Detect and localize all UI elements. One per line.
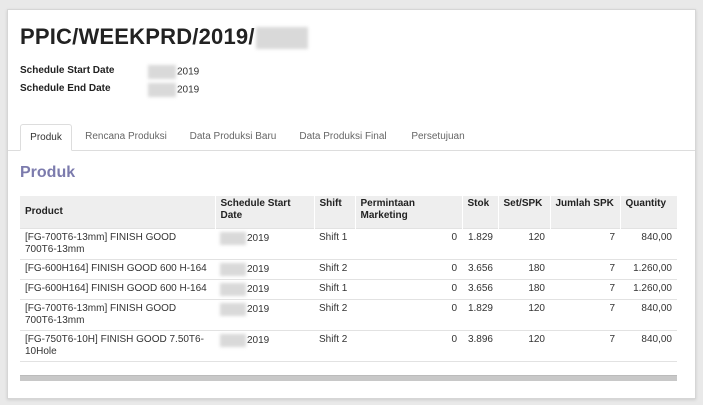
cell-jumlah-spk: 7 bbox=[550, 299, 620, 331]
table-row[interactable]: [FG-600H164] FINISH GOOD 600 H-164 2019 … bbox=[20, 258, 677, 280]
cell-product: [FG-600H164] FINISH GOOD 600 H-164 bbox=[20, 258, 215, 280]
cell-stok: 3.656 bbox=[462, 279, 498, 300]
schedule-end-label: Schedule End Date bbox=[20, 83, 111, 94]
cell-date-year: 2019 bbox=[247, 284, 270, 296]
table-header-row: Product Schedule Start Date Shift Permin… bbox=[20, 196, 678, 229]
cell-product: [FG-600H164] FINISH GOOD 600 H-164 bbox=[20, 279, 215, 300]
cell-quantity: 1.260,00 bbox=[620, 258, 677, 280]
cell-date-year: 2019 bbox=[247, 264, 270, 276]
table-row[interactable]: [FG-750T6-10H] FINISH GOOD 7.50T6-10Hole… bbox=[20, 330, 677, 363]
schedule-start-label: Schedule Start Date bbox=[20, 65, 115, 76]
cell-schedule-start-date: 2019 bbox=[215, 258, 314, 280]
schedule-end-year: 2019 bbox=[177, 84, 200, 96]
cell-date-year: 2019 bbox=[247, 335, 270, 347]
cell-product: [FG-750T6-10H] FINISH GOOD 7.50T6-10Hole bbox=[20, 330, 215, 363]
cell-date-year: 2019 bbox=[247, 233, 270, 245]
schedule-start-value: 2019 bbox=[148, 65, 199, 79]
redacted-block bbox=[220, 232, 246, 245]
cell-schedule-start-date: 2019 bbox=[215, 299, 314, 331]
column-header-jumlah-spk[interactable]: Jumlah SPK bbox=[550, 196, 621, 229]
cell-stok: 1.829 bbox=[462, 299, 498, 331]
cell-jumlah-spk: 7 bbox=[550, 279, 620, 300]
cell-set-spk: 120 bbox=[498, 330, 550, 363]
cell-schedule-start-date: 2019 bbox=[215, 330, 314, 363]
horizontal-scrollbar[interactable] bbox=[20, 375, 677, 381]
redacted-block bbox=[220, 303, 246, 317]
cell-set-spk: 180 bbox=[498, 258, 550, 280]
cell-schedule-start-date: 2019 bbox=[215, 279, 314, 300]
cell-shift: Shift 2 bbox=[314, 299, 355, 331]
cell-date-year: 2019 bbox=[247, 304, 270, 316]
section-title: Produk bbox=[20, 164, 76, 181]
cell-permintaan-marketing: 0 bbox=[355, 228, 462, 260]
column-header-stok[interactable]: Stok bbox=[462, 196, 499, 229]
cell-stok: 1.829 bbox=[462, 228, 498, 260]
cell-permintaan-marketing: 0 bbox=[355, 258, 462, 280]
cell-set-spk: 120 bbox=[498, 228, 550, 260]
cell-shift: Shift 2 bbox=[314, 330, 355, 363]
tab-data-produksi-baru[interactable]: Data Produksi Baru bbox=[189, 131, 277, 142]
product-table: Product Schedule Start Date Shift Permin… bbox=[20, 196, 678, 363]
cell-product: [FG-700T6-13mm] FINISH GOOD 700T6-13mm bbox=[20, 228, 215, 260]
cell-shift: Shift 1 bbox=[314, 279, 355, 300]
table-row[interactable]: [FG-600H164] FINISH GOOD 600 H-164 2019 … bbox=[20, 279, 677, 300]
tab-rencana-produksi[interactable]: Rencana Produksi bbox=[85, 131, 167, 142]
cell-product: [FG-700T6-13mm] FINISH GOOD 700T6-13mm bbox=[20, 299, 215, 331]
cell-quantity: 840,00 bbox=[620, 228, 677, 260]
redacted-block bbox=[255, 27, 308, 50]
cell-permintaan-marketing: 0 bbox=[355, 279, 462, 300]
tab-persetujuan[interactable]: Persetujuan bbox=[411, 131, 465, 142]
table-row[interactable]: [FG-700T6-13mm] FINISH GOOD 700T6-13mm 2… bbox=[20, 228, 677, 260]
column-header-set-spk[interactable]: Set/SPK bbox=[498, 196, 551, 229]
redacted-block bbox=[220, 334, 246, 348]
column-header-schedule-start-date[interactable]: Schedule Start Date bbox=[215, 196, 315, 229]
cell-stok: 3.656 bbox=[462, 258, 498, 280]
cell-set-spk: 120 bbox=[498, 299, 550, 331]
redacted-block bbox=[220, 263, 246, 276]
cell-stok: 3.896 bbox=[462, 330, 498, 363]
redacted-block bbox=[148, 65, 176, 79]
cell-schedule-start-date: 2019 bbox=[215, 228, 314, 260]
form-sheet: PPIC/WEEKPRD/2019/ Schedule Start Date 2… bbox=[7, 9, 696, 399]
cell-quantity: 1.260,00 bbox=[620, 279, 677, 300]
tab-data-produksi-final[interactable]: Data Produksi Final bbox=[299, 131, 387, 142]
cell-jumlah-spk: 7 bbox=[550, 258, 620, 280]
column-header-shift[interactable]: Shift bbox=[314, 196, 356, 229]
record-title: PPIC/WEEKPRD/2019/ bbox=[20, 24, 308, 50]
cell-permintaan-marketing: 0 bbox=[355, 299, 462, 331]
cell-quantity: 840,00 bbox=[620, 330, 677, 363]
column-header-product[interactable]: Product bbox=[20, 196, 216, 229]
cell-permintaan-marketing: 0 bbox=[355, 330, 462, 363]
cell-jumlah-spk: 7 bbox=[550, 228, 620, 260]
cell-shift: Shift 1 bbox=[314, 228, 355, 260]
cell-set-spk: 180 bbox=[498, 279, 550, 300]
table-row[interactable]: [FG-700T6-13mm] FINISH GOOD 700T6-13mm 2… bbox=[20, 299, 677, 331]
redacted-block bbox=[148, 83, 176, 97]
tab-produk[interactable]: Produk bbox=[20, 124, 72, 151]
cell-quantity: 840,00 bbox=[620, 299, 677, 331]
cell-shift: Shift 2 bbox=[314, 258, 355, 280]
cell-jumlah-spk: 7 bbox=[550, 330, 620, 363]
schedule-end-value: 2019 bbox=[148, 83, 199, 97]
column-header-permintaan-marketing[interactable]: Permintaan Marketing bbox=[355, 196, 463, 229]
redacted-block bbox=[220, 283, 246, 297]
column-header-quantity[interactable]: Quantity bbox=[620, 196, 678, 229]
record-title-text: PPIC/WEEKPRD/2019/ bbox=[20, 24, 255, 49]
notebook-tabs: Produk Rencana Produksi Data Produksi Ba… bbox=[8, 124, 695, 151]
schedule-start-year: 2019 bbox=[177, 66, 200, 78]
